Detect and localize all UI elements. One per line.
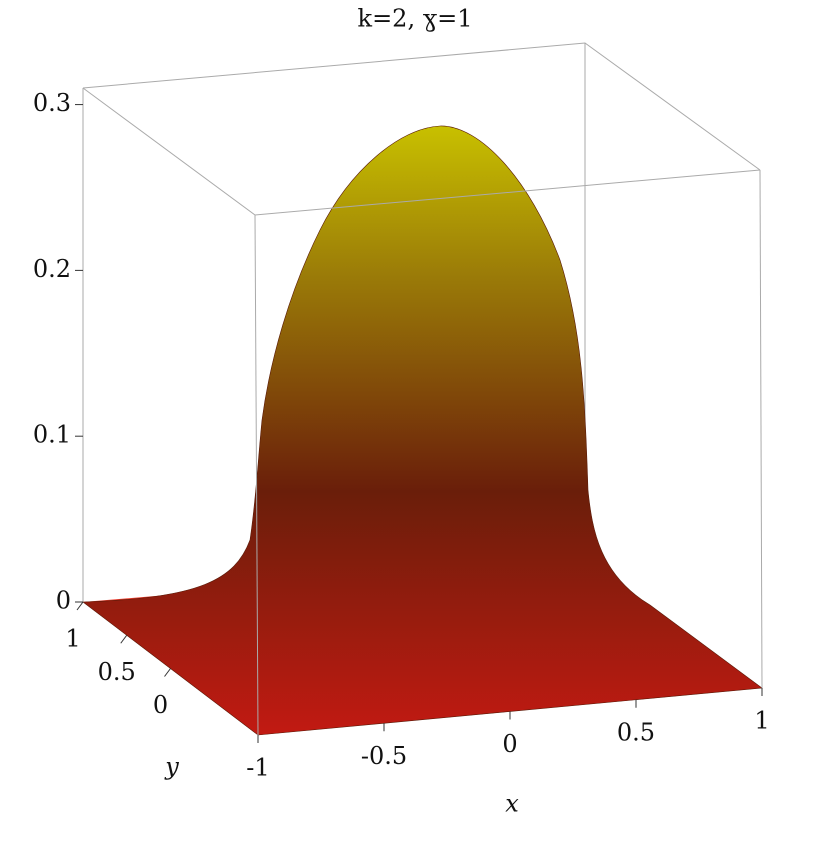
surface xyxy=(82,125,763,736)
y-tick-label: 1 xyxy=(65,625,80,653)
y-tick xyxy=(76,601,84,611)
y-tick-label: 0.5 xyxy=(98,658,136,686)
y-tick xyxy=(120,634,128,644)
y-tick xyxy=(164,668,171,677)
z-tick-label: 0.1 xyxy=(33,421,71,449)
x-axis-label: x xyxy=(505,790,519,818)
box-front xyxy=(82,87,763,736)
z-tick-label: 0.2 xyxy=(33,255,71,283)
x-tick-label: 0.5 xyxy=(617,718,655,746)
z-tick-label: 0 xyxy=(56,587,71,615)
x-tick-label: -0.5 xyxy=(361,742,407,770)
chart-title: k=2, ɣ=1 xyxy=(358,5,473,33)
y-axis-label: y xyxy=(164,753,179,781)
x-tick-label: 0 xyxy=(502,730,517,758)
x-tick-label: -1 xyxy=(246,754,269,782)
z-tick-label: 0.3 xyxy=(33,89,71,117)
x-tick-label: 1 xyxy=(754,707,769,735)
y-tick-label: 0 xyxy=(153,691,168,719)
